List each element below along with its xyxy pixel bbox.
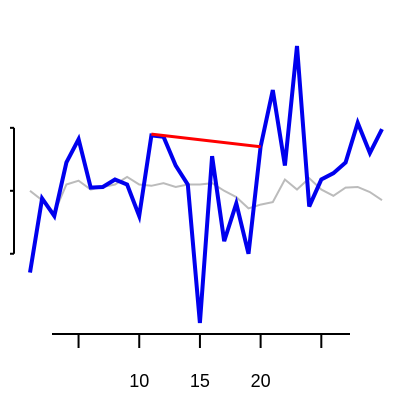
blue-series-line <box>28 45 384 324</box>
x-tick-label: 20 <box>251 371 271 391</box>
red-segment <box>151 132 261 149</box>
series-layer <box>28 45 384 324</box>
x-axis: 10 15 20 <box>52 333 350 391</box>
grey-series-line <box>29 175 383 215</box>
x-tick-label: 15 <box>190 371 210 391</box>
y-axis <box>10 126 15 255</box>
x-tick-label: 10 <box>129 371 149 391</box>
